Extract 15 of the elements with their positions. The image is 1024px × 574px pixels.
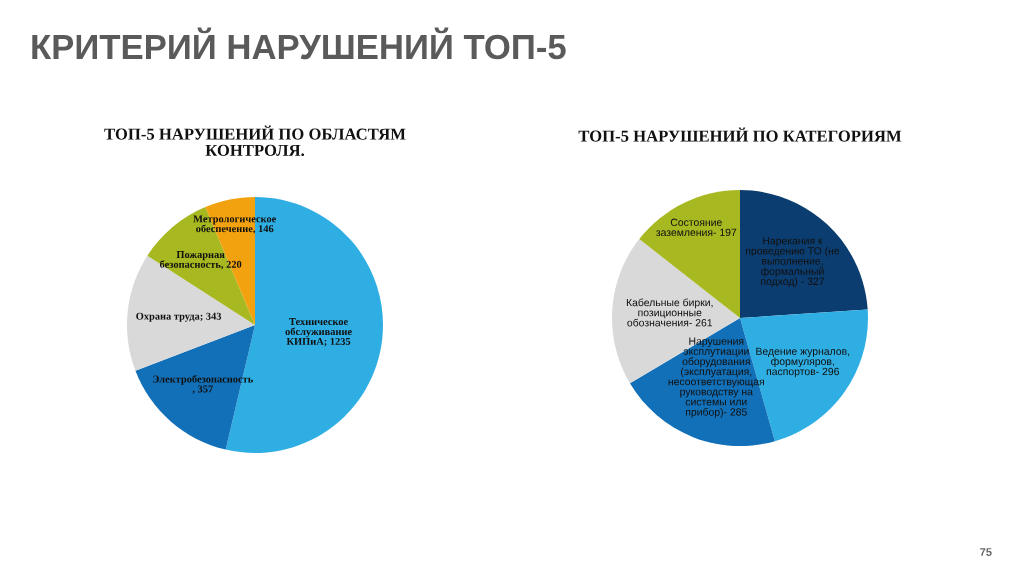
pie-slice	[135, 325, 255, 450]
text: КРИТЕРИЙ НАРУШЕНИЙ ТОП-5	[32, 27, 566, 60]
pie-slice	[740, 190, 868, 318]
slice-label: Кабельные бирки, позиционные обозначения- 261	[626, 298, 713, 327]
slice-label: Охрана труда; 343	[136, 312, 222, 322]
data-label: , 357	[192, 385, 213, 394]
chart-title: ТОП-5 НАРУШЕНИЙ ПО КАТЕГОРИЯМ	[578, 127, 902, 142]
slice-label: Электробезопасность	[153, 375, 253, 385]
slice-label: Пожарная безопасность, 220	[159, 251, 242, 270]
slice-label: Состояние заземления- 197	[656, 218, 737, 237]
slice-label: Ведение журналов, формуляров, паспортов- 296	[756, 347, 850, 378]
chart-title: ТОП-5 НАРУШЕНИЙ ПО ОБЛАСТЯМ КОНТРОЛЯ.	[104, 125, 406, 157]
slice-label: Техническое обслуживание КИПиА; 1235	[285, 318, 352, 347]
text: 75	[980, 548, 992, 556]
slice-label: Нарекания к проведению ТО (не выполнение, формальный подход) - 327	[746, 237, 840, 288]
